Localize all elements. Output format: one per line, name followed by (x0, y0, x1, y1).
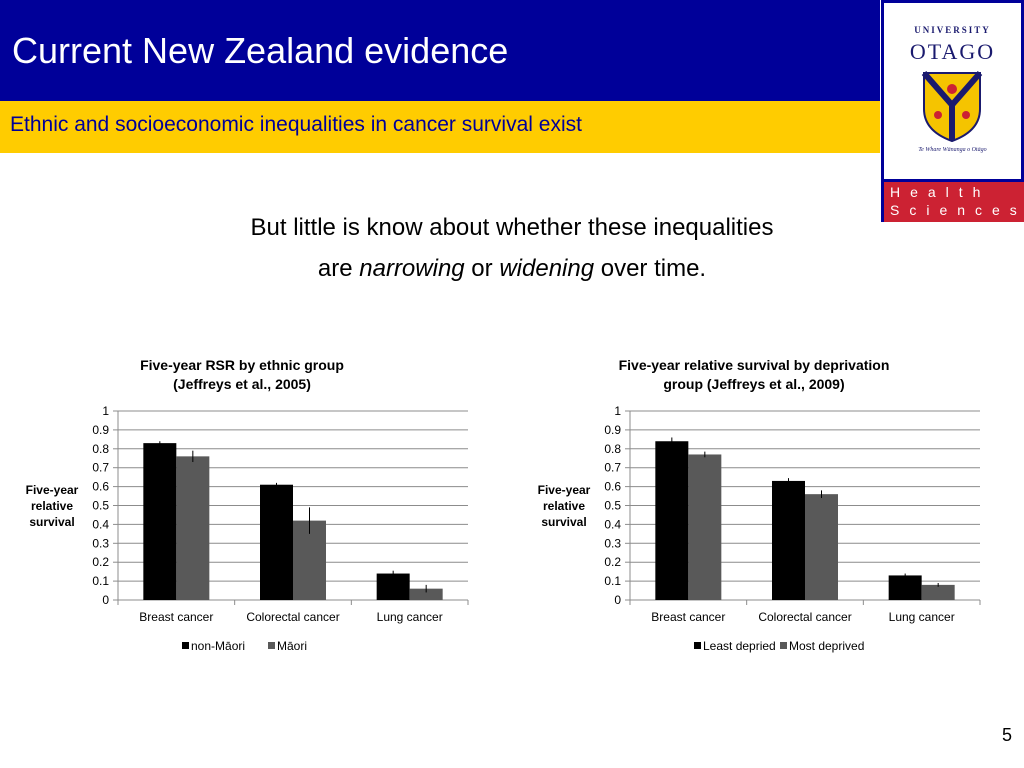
body-line-2: are narrowing or widening over time. (0, 255, 1024, 283)
body-line-2-post: over time. (594, 255, 707, 282)
bar (409, 588, 443, 600)
y-tick-label: 0.4 (92, 517, 109, 531)
slide-subtitle: Ethnic and socioeconomic inequalities in… (10, 113, 582, 136)
y-tick-label: 0.8 (604, 442, 621, 456)
y-tick-label: 0.2 (92, 555, 109, 569)
y-tick-label: 0 (614, 593, 621, 607)
y-tick-label: 1 (102, 404, 109, 418)
x-tick-label: Colorectal cancer (758, 610, 851, 624)
health-label: Health (890, 184, 991, 200)
bar (772, 480, 805, 600)
subtitle-bar: Ethnic and socioeconomic inequalities in… (0, 101, 880, 153)
body-line-2-pre: are (317, 255, 360, 282)
bar (921, 584, 955, 600)
legend-label: Māori (277, 639, 307, 653)
bar (805, 494, 838, 600)
x-tick-label: Colorectal cancer (246, 610, 339, 624)
y-tick-label: 0.6 (92, 480, 109, 494)
bar (888, 575, 922, 600)
legend-swatch (694, 642, 701, 649)
logo-otago-text: OTAGO (909, 39, 996, 64)
chart-title-line-2: group (Jeffreys et al., 2009) (663, 376, 844, 392)
university-logo: UNIVERSITY OTAGO Te Whare Wānanga o Otāg… (881, 0, 1024, 222)
emphasis-widening: widening (499, 255, 595, 282)
sciences-label: Sciences (890, 202, 1024, 218)
emphasis-narrowing: narrowing (359, 255, 465, 282)
chart-deprivation-group-svg: Five-year relative survival by deprivati… (538, 357, 981, 653)
y-tick-label: 0.5 (92, 499, 109, 513)
y-tick-label: 0.5 (604, 499, 621, 513)
chart-ethnic-group-svg: Five-year RSR by ethnic group (Jeffreys e… (26, 357, 469, 653)
health-sciences-banner: Health Sciences (884, 182, 1024, 222)
y-tick-label: 0.9 (92, 423, 109, 437)
body-line-1: But little is know about whether these i… (250, 214, 774, 241)
y-axis-label: Five-year (26, 483, 79, 497)
x-tick-label: Lung cancer (889, 610, 955, 624)
y-tick-label: 0.9 (604, 423, 621, 437)
title-bar: Current New Zealand evidence (0, 0, 880, 101)
legend-label: Most deprived (789, 639, 864, 653)
chart-title-line-2: (Jeffreys et al., 2005) (173, 376, 311, 392)
logo-university-text: UNIVERSITY (914, 25, 991, 35)
y-tick-label: 0.3 (604, 536, 621, 550)
slide-title: Current New Zealand evidence (12, 30, 509, 71)
legend-swatch (182, 642, 189, 649)
y-axis-label: Five-year (538, 483, 591, 497)
otago-logo-panel: UNIVERSITY OTAGO Te Whare Wānanga o Otāg… (884, 3, 1021, 179)
logo-motto: Te Whare Wānanga o Otāgo (918, 147, 987, 153)
y-axis-label: survival (541, 515, 586, 529)
chart-deprivation-group: Five-year relative survival by deprivati… (522, 345, 992, 670)
y-tick-label: 0.1 (604, 574, 621, 588)
chart-ethnic-group: Five-year RSR by ethnic group (Jeffreys e… (10, 345, 480, 670)
bar (176, 456, 210, 600)
slide-number: 5 (1001, 725, 1012, 745)
y-tick-label: 0.4 (604, 517, 621, 531)
bar (376, 573, 410, 600)
x-tick-label: Breast cancer (651, 610, 725, 624)
legend-label: non-Māori (191, 639, 245, 653)
y-axis-label: survival (29, 515, 74, 529)
crest-icon (921, 71, 983, 143)
y-tick-label: 0.6 (604, 480, 621, 494)
y-tick-label: 0.8 (92, 442, 109, 456)
x-tick-label: Breast cancer (139, 610, 213, 624)
y-tick-label: 1 (614, 404, 621, 418)
legend-swatch (780, 642, 787, 649)
y-axis-label: relative (31, 499, 73, 513)
y-tick-label: 0.3 (92, 536, 109, 550)
legend-swatch (268, 642, 275, 649)
y-tick-label: 0.7 (92, 461, 109, 475)
legend-label: Least depried (703, 639, 776, 653)
x-tick-label: Lung cancer (377, 610, 443, 624)
bar (688, 454, 722, 600)
y-tick-label: 0.7 (604, 461, 621, 475)
body-line-2-mid: or (464, 255, 500, 282)
chart-title-line-1: Five-year relative survival by deprivati… (619, 357, 890, 373)
y-tick-label: 0.2 (604, 555, 621, 569)
bar (655, 441, 689, 600)
y-tick-label: 0.1 (92, 574, 109, 588)
chart-title-line-1: Five-year RSR by ethnic group (140, 357, 344, 373)
y-tick-label: 0 (102, 593, 109, 607)
y-axis-label: relative (543, 499, 585, 513)
bar (260, 484, 293, 600)
bar (143, 443, 177, 600)
